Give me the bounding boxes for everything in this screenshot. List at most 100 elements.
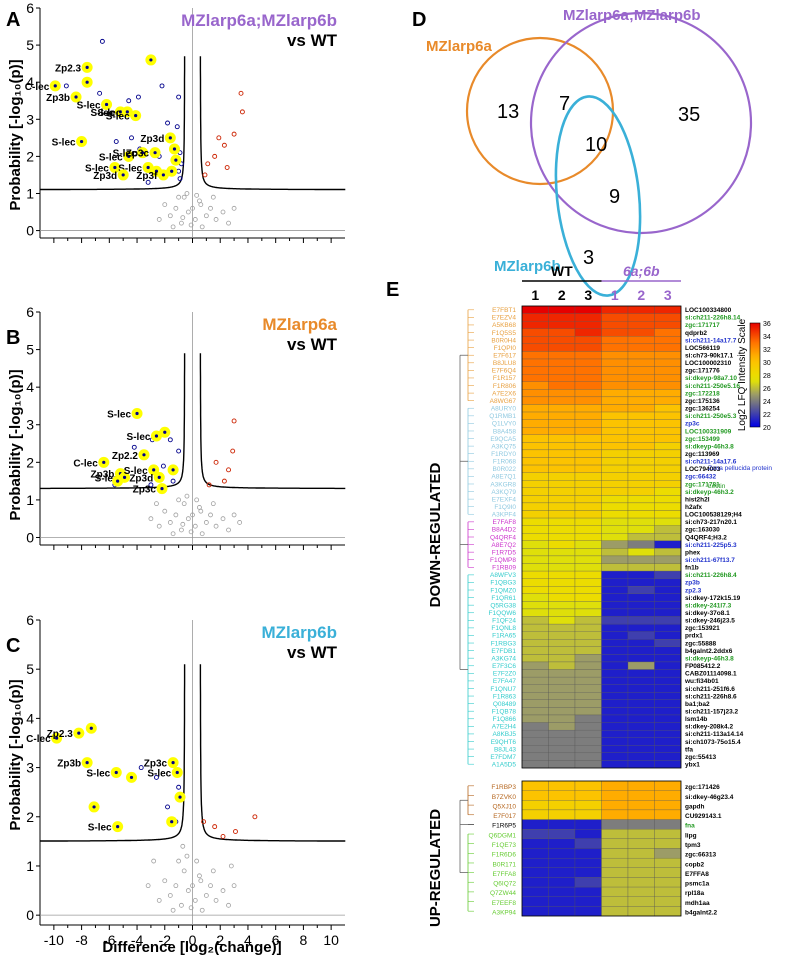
down-point (176, 168, 182, 174)
down-point (154, 774, 159, 780)
heatmap-cell (654, 449, 682, 458)
heatmap-cell (548, 525, 576, 534)
ns-point (192, 523, 198, 529)
heatmap-cell (574, 729, 602, 738)
highlight-point-core (170, 169, 174, 173)
ns-point (167, 893, 173, 898)
heatmap-cell (654, 495, 682, 504)
heatmap-cell (548, 692, 576, 700)
heatmap-cell (521, 449, 549, 458)
row-gene: si:ch211-67f13.7 (685, 557, 735, 564)
heatmap-cell (601, 404, 629, 413)
heatmap-cell (601, 540, 629, 549)
highlight-point-core (154, 434, 159, 438)
heatmap-cell (601, 389, 629, 398)
ns-point (210, 501, 216, 507)
highlight-point-core (154, 169, 159, 173)
heatmap-cell (521, 631, 549, 640)
heatmap-cell (601, 336, 629, 345)
heatmap-cell (654, 586, 682, 594)
heatmap-cell (654, 848, 682, 859)
point-label: S-lec (118, 164, 142, 175)
heatmap-cell (601, 411, 629, 420)
heatmap-cell (521, 366, 549, 375)
heatmap-cell (627, 593, 655, 602)
heatmap-cell (654, 381, 682, 390)
heatmap-cell (521, 906, 549, 917)
highlight-point-core (116, 479, 120, 483)
heatmap-cell (627, 692, 655, 700)
heatmap-cell (574, 714, 602, 723)
highlight-point-core (171, 761, 175, 765)
ns-point (188, 222, 194, 228)
heatmap-cell (548, 676, 576, 685)
panel-letter-e: E (386, 279, 399, 301)
heatmap-cell (521, 616, 549, 625)
row-accession: F1R7D5 (492, 549, 517, 556)
heatmap-cell (627, 729, 655, 738)
heatmap-cell (574, 838, 602, 849)
scale-tick-label: 28 (763, 373, 771, 380)
point-label: S-lec (124, 466, 148, 477)
heatmap-cell (548, 419, 576, 428)
heatmap-cell (548, 608, 576, 617)
row-gene: si:dkey-37o8.1 (685, 610, 730, 617)
row-gene: zgc:55888 (685, 640, 716, 647)
highlight-point-core (146, 165, 150, 170)
column-label: 1 (611, 287, 619, 303)
heatmap-cell (548, 654, 576, 663)
heatmap-cell (654, 502, 682, 511)
heatmap-cell (574, 819, 602, 830)
heatmap-cell (601, 790, 629, 801)
heatmap-cell (521, 502, 549, 511)
row-gene: zgc:153499 (685, 436, 720, 443)
row-gene: zgc:172218 (685, 390, 720, 397)
heatmap-cell (601, 419, 629, 428)
heatmap-frame-up (521, 780, 682, 917)
heatmap-cell (654, 829, 682, 840)
y-tick-label: 1 (26, 492, 34, 508)
highlight-point-core (142, 453, 146, 457)
heatmap-cell (548, 639, 576, 647)
heatmap-cell (548, 449, 576, 458)
heatmap-cell (627, 442, 655, 451)
row-gene: zgc:55413 (685, 754, 716, 761)
up-point (213, 459, 219, 465)
heatmap-cell (627, 510, 655, 519)
heatmap-cell (654, 707, 682, 716)
row-gene: si:ch73-90k17.1 (685, 353, 733, 360)
ns-point (162, 508, 168, 514)
heatmap-cell (654, 608, 682, 617)
heatmap-cell (548, 563, 576, 572)
heatmap-cell (654, 877, 682, 888)
heatmap-cell (574, 867, 602, 878)
row-accession: Q1RMB1 (489, 413, 516, 420)
heatmap-cell (601, 472, 629, 481)
heatmap-cell (574, 336, 602, 345)
row-gene: si:dkey-46g23.4 (685, 794, 734, 801)
heatmap-cell (521, 639, 549, 647)
heatmap-cell (601, 752, 629, 761)
column-label: 2 (558, 287, 566, 303)
heatmap-cell (601, 654, 629, 663)
heatmap-cell (548, 593, 576, 602)
point-label: S-lec (52, 138, 76, 149)
row-accession: F1R6D6 (492, 852, 517, 859)
heatmap-cell (654, 867, 682, 878)
down-point (148, 482, 154, 488)
down-point (177, 176, 183, 182)
heatmap-cell (548, 457, 576, 466)
heatmap-cell (654, 336, 682, 345)
ns-point (181, 194, 187, 200)
row-accession: E7F617 (493, 353, 516, 360)
heatmap-cell (601, 517, 629, 526)
row-gene: LOC100334800 (685, 307, 732, 314)
x-tick-label: -10 (44, 932, 64, 948)
scale-tick-label: 30 (763, 360, 771, 367)
row-accession: A3KG74 (491, 655, 516, 662)
row-accession: F1R157 (493, 375, 517, 382)
heatmap-cell (627, 707, 655, 716)
heatmap-cell (548, 320, 576, 329)
row-accession: B8JLU8 (493, 360, 517, 367)
highlight-point-core (122, 475, 127, 479)
